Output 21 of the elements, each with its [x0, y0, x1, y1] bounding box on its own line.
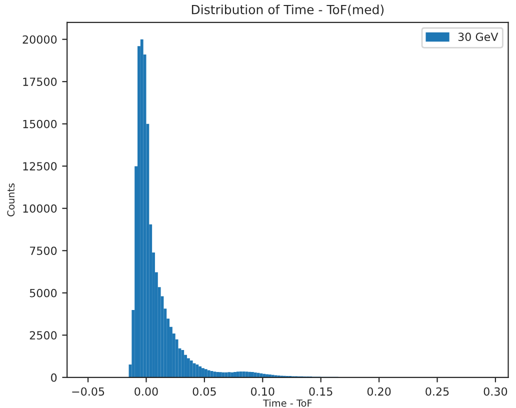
x-tick-label: 0.30	[484, 387, 508, 396]
y-tick-label: 20000	[22, 35, 57, 44]
x-tick-label: 0.20	[367, 387, 391, 396]
y-tick-label: 17500	[23, 78, 57, 86]
chart-title: Distribution of Time - ToF(med)	[192, 4, 384, 16]
y-tick-label: 7500	[30, 246, 57, 256]
x-tick-label: −0.05	[72, 387, 104, 396]
y-tick-label: 5000	[30, 288, 57, 298]
x-tick-label: 0.25	[426, 387, 449, 396]
x-axis-title: Time - ToF	[262, 399, 312, 407]
legend-label: 30 GeV	[458, 32, 498, 42]
x-tick-label: 0.10	[251, 387, 274, 396]
y-axis-title: Counts	[7, 183, 15, 216]
y-tick-label: 0	[51, 373, 57, 382]
x-tick-label: 0.15	[309, 387, 332, 396]
y-tick-label: 2500	[30, 331, 57, 340]
y-tick-label: 12500	[23, 162, 57, 170]
x-tick-label: 0.00	[134, 387, 158, 396]
y-tick-label: 15000	[23, 120, 57, 128]
y-tick-label: 10000	[23, 204, 57, 213]
x-tick-label: 0.05	[192, 387, 216, 396]
